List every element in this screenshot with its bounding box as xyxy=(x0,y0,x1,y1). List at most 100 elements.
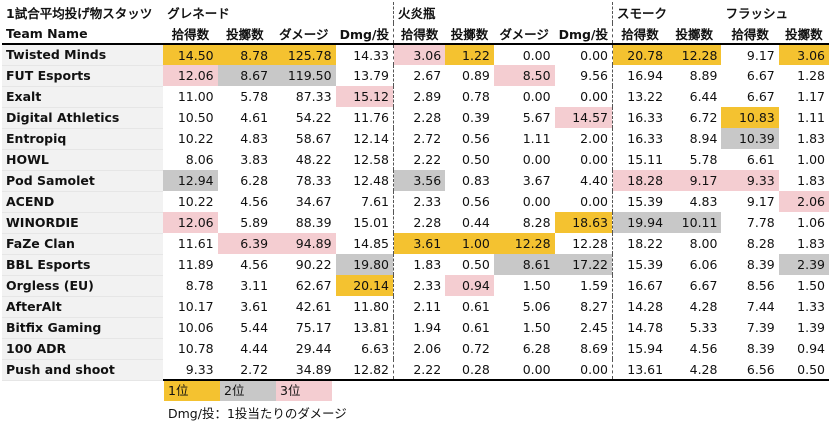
stat-cell: 2.33 xyxy=(413,278,442,293)
legend-rank2: 2位 xyxy=(220,381,276,401)
stat-cell: 4.44 xyxy=(240,341,269,356)
table-title: 1試合平均投げ物スタッツ xyxy=(6,6,153,21)
stat-cell: 15.94 xyxy=(627,341,664,356)
stat-cell: 58.67 xyxy=(295,131,332,146)
team-name: FUT Esports xyxy=(2,65,164,87)
team-name: ACEND xyxy=(2,191,164,213)
stat-cell: 18.28 xyxy=(612,170,668,191)
stat-cell: 0.00 xyxy=(554,44,613,65)
stat-cell: 6.67 xyxy=(746,89,775,104)
column-header: 投擲数 xyxy=(778,23,829,45)
stat-cell: 11.89 xyxy=(177,257,214,272)
stat-cell: 15.01 xyxy=(335,212,394,233)
team-name-header: Team Name xyxy=(2,23,164,45)
team-name: BBL Esports xyxy=(2,254,164,276)
stat-cell: 9.17 xyxy=(667,170,722,191)
stat-cell: 2.00 xyxy=(554,128,613,149)
stat-cell: 0.00 xyxy=(554,149,613,170)
stat-cell: 12.58 xyxy=(335,149,394,170)
stat-cell: 14.28 xyxy=(627,299,664,314)
stat-cell: 1.28 xyxy=(797,68,825,83)
stat-cell: 6.61 xyxy=(746,152,775,167)
stat-cell: 15.12 xyxy=(335,86,394,107)
stat-cell: 7.61 xyxy=(335,191,394,212)
stat-cell: 6.06 xyxy=(689,257,718,272)
stat-cell: 0.94 xyxy=(797,341,825,356)
stat-cell: 10.39 xyxy=(721,128,779,149)
table-row: HOWL 8.06 3.83 48.22 12.58 2.22 0.50 0.00 0.00 15… xyxy=(2,149,829,171)
legend-rank3: 3位 xyxy=(276,381,332,401)
stat-cell: 2.72 xyxy=(413,131,442,146)
stat-cell: 4.83 xyxy=(689,194,718,209)
stat-cell: 1.22 xyxy=(445,44,494,65)
column-header: 拾得数 xyxy=(721,23,779,45)
stat-cell: 9.33 xyxy=(721,170,779,191)
stat-cell: 8.39 xyxy=(746,341,775,356)
stat-cell: 12.28 xyxy=(554,233,613,254)
stat-cell: 119.50 xyxy=(272,65,336,86)
dmg-note: Dmg/投：1投当たりのダメージ xyxy=(168,406,347,421)
stat-cell: 10.78 xyxy=(177,341,214,356)
stat-cell: 0.00 xyxy=(554,359,613,381)
stat-cell: 3.06 xyxy=(393,44,446,65)
team-name: Twisted Minds xyxy=(2,44,164,66)
stat-cell: 0.89 xyxy=(462,68,490,83)
stat-cell: 4.28 xyxy=(689,299,718,314)
column-header: ダメージ xyxy=(272,23,336,45)
stat-cell: 13.79 xyxy=(335,65,394,86)
stat-cell: 1.50 xyxy=(797,278,825,293)
stat-cell: 6.39 xyxy=(217,233,273,254)
column-header: 投擲数 xyxy=(667,23,722,45)
team-name: AfterAlt xyxy=(2,296,164,318)
stat-cell: 0.50 xyxy=(778,359,829,381)
stat-cell: 3.67 xyxy=(522,173,551,188)
stat-cell: 125.78 xyxy=(272,44,336,65)
table-row: ACEND 10.22 4.56 34.67 7.61 2.33 0.56 0.00 0.00 1… xyxy=(2,191,829,213)
stat-cell: 4.61 xyxy=(240,110,269,125)
stat-cell: 11.61 xyxy=(177,236,214,251)
stat-cell: 42.61 xyxy=(295,299,332,314)
column-header: 投擲数 xyxy=(445,23,494,45)
stat-cell: 16.33 xyxy=(627,110,664,125)
stat-cell: 2.28 xyxy=(413,215,442,230)
group-grenade: グレネード xyxy=(163,2,394,23)
table-row: FUT Esports 12.06 8.67 119.50 13.79 2.67 0.89 8… xyxy=(2,65,829,87)
stat-cell: 0.78 xyxy=(462,89,490,104)
stat-cell: 0.50 xyxy=(462,257,490,272)
stat-cell: 10.22 xyxy=(177,131,214,146)
stat-cell: 8.06 xyxy=(185,152,214,167)
stat-cell: 8.50 xyxy=(493,65,555,86)
stat-cell: 0.28 xyxy=(445,359,494,381)
stat-cell: 9.33 xyxy=(163,359,218,381)
stat-cell: 2.11 xyxy=(413,299,442,314)
stat-cell: 14.33 xyxy=(335,44,394,65)
stat-cell: 13.61 xyxy=(612,359,668,381)
stat-cell: 4.56 xyxy=(689,341,718,356)
stat-cell: 1.50 xyxy=(522,320,551,335)
team-name: Bitfix Gaming xyxy=(2,317,164,339)
stat-cell: 8.61 xyxy=(493,254,555,275)
stat-cell: 15.39 xyxy=(627,257,664,272)
stat-cell: 1.50 xyxy=(522,278,551,293)
stat-cell: 2.89 xyxy=(413,89,442,104)
stat-cell: 2.06 xyxy=(413,341,442,356)
stat-cell: 1.11 xyxy=(797,110,825,125)
table-row: BBL Esports 11.89 4.56 90.22 19.80 1.83 0.50 8.… xyxy=(2,254,829,276)
stat-cell: 0.00 xyxy=(522,194,551,209)
stat-cell: 0.00 xyxy=(554,86,613,107)
stat-cell: 2.72 xyxy=(217,359,273,381)
stat-cell: 34.67 xyxy=(295,194,332,209)
stat-cell: 6.28 xyxy=(240,173,269,188)
stat-cell: 5.78 xyxy=(689,152,718,167)
stat-cell: 12.94 xyxy=(163,170,218,191)
stat-cell: 1.59 xyxy=(554,275,613,296)
stat-cell: 0.00 xyxy=(493,359,555,381)
stat-cell: 1.17 xyxy=(797,89,825,104)
stat-cell: 12.28 xyxy=(493,233,555,254)
stat-cell: 14.78 xyxy=(627,320,664,335)
team-name: Orgless (EU) xyxy=(2,275,164,297)
stat-cell: 6.63 xyxy=(335,338,394,359)
stat-cell: 8.67 xyxy=(217,65,273,86)
stat-cell: 1.83 xyxy=(797,131,825,146)
stat-cell: 0.61 xyxy=(462,320,490,335)
